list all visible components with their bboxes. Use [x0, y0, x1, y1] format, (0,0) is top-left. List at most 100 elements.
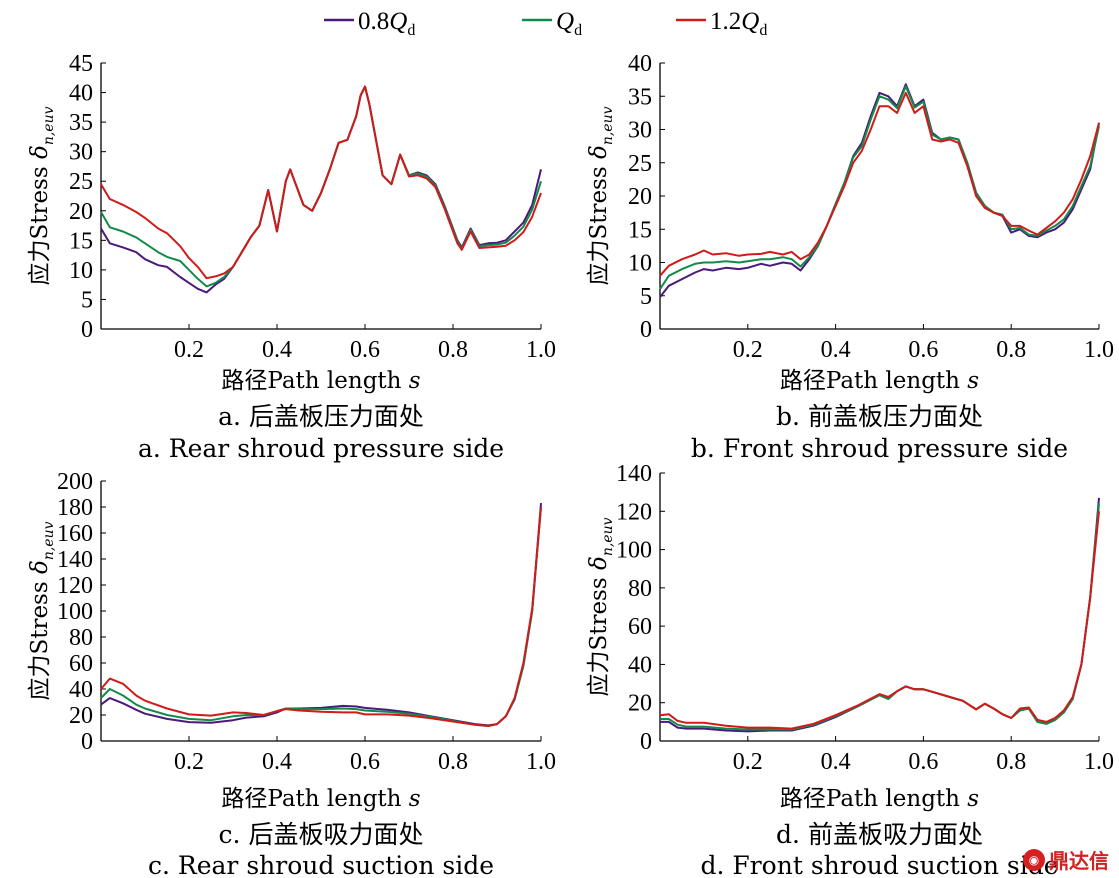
y-tick-label: 5	[640, 284, 652, 310]
x-tick-label: 0.8	[996, 749, 1026, 775]
y-axis-label-cn: 应力	[27, 655, 53, 701]
x-tick-label: 0.2	[733, 337, 763, 363]
x-tick-label: 0.4	[262, 749, 292, 775]
legend: 0.8Qd Qd 1.2Qd	[324, 8, 767, 39]
legend-label-prefix: 1.2	[710, 8, 741, 35]
y-tick-label: 30	[628, 118, 652, 144]
legend-label-prefix: 0.8	[358, 8, 389, 35]
y-axis-label-var: δ	[586, 145, 612, 159]
y-tick-label: 140	[616, 461, 652, 487]
x-tick-label: 0.6	[908, 337, 938, 363]
y-tick-label: 200	[57, 469, 93, 495]
caption-cn: b. 前盖板压力面处	[776, 402, 983, 431]
y-tick-label: 80	[628, 576, 652, 602]
series-line-Qd	[659, 85, 1100, 290]
legend-item-1: Qd	[522, 8, 582, 39]
legend-label-sub: d	[574, 22, 582, 39]
x-tick-label: 0.6	[908, 749, 938, 775]
x-axis-label-var: s	[967, 786, 979, 812]
x-axis-label-en: Path length	[826, 368, 967, 394]
y-tick-label: 120	[57, 573, 93, 599]
y-tick-label: 10	[69, 258, 93, 284]
y-axis-label: 应力Stress δn,euv	[586, 517, 616, 696]
y-tick-label: 100	[616, 538, 652, 564]
y-tick-label: 60	[628, 614, 652, 640]
y-axis-label-sub: n,euv	[41, 106, 57, 145]
y-axis-label-en: Stress	[586, 159, 612, 240]
y-tick-label: 20	[69, 199, 93, 225]
y-axis-label: 应力Stress δn,euv	[586, 106, 616, 285]
x-axis-label-en: Path length	[267, 368, 408, 394]
x-axis-label-var: s	[409, 368, 421, 394]
series-line-Qd	[100, 85, 542, 288]
legend-label-0: 0.8Qd	[358, 8, 415, 39]
y-tick-label: 120	[616, 499, 652, 525]
y-tick-label: 25	[69, 169, 93, 195]
x-tick-label: 0.4	[262, 337, 292, 363]
x-axis-label: 路径Path length s	[221, 368, 420, 394]
chart-panel-a: 0 5 10 15 20 25 30 35 40 45 0.2 0.4 0.6 0.8 1.0 路径Path …	[27, 51, 556, 463]
x-tick-label: 0.2	[733, 749, 763, 775]
series-line-0.8Qd	[659, 83, 1100, 298]
x-tick-label: 0.2	[174, 749, 204, 775]
y-axis-label-cn: 应力	[586, 651, 612, 697]
y-tick-label: 25	[628, 151, 652, 177]
y-tick-label: 10	[628, 251, 652, 277]
legend-label-sub: d	[759, 22, 767, 39]
x-tick-label: 1.0	[526, 749, 556, 775]
y-tick-label: 180	[57, 495, 93, 521]
series-line-Qd	[100, 506, 542, 727]
y-tick-label: 35	[69, 110, 93, 136]
x-axis-label: 路径Path length s	[780, 786, 979, 812]
series-line-0.8Qd	[100, 503, 542, 727]
legend-label-sub: d	[407, 22, 415, 39]
y-axis-label-sub: n,euv	[600, 517, 616, 556]
y-tick-label: 0	[81, 729, 93, 755]
caption-en: a. Rear shroud pressure side	[138, 434, 504, 463]
x-axis-label-cn: 路径	[221, 786, 267, 812]
y-tick-label: 20	[628, 691, 652, 717]
watermark-logo-icon: ◉	[1023, 848, 1045, 871]
y-axis-label-cn: 应力	[586, 240, 612, 286]
series-line-1.2Qd	[100, 85, 542, 280]
y-tick-label: 140	[57, 547, 93, 573]
legend-label-1: Qd	[556, 8, 582, 39]
y-axis-label-var: δ	[27, 560, 53, 574]
x-tick-label: 0.6	[350, 749, 380, 775]
y-tick-label: 20	[628, 184, 652, 210]
y-tick-label: 45	[69, 51, 93, 77]
y-tick-label: 0	[640, 317, 652, 343]
x-tick-label: 0.8	[438, 749, 468, 775]
y-axis-label: 应力Stress δn,euv	[27, 521, 57, 700]
legend-label-q: Q	[389, 8, 407, 35]
caption-en: d. Front shroud suction side	[700, 851, 1058, 878]
y-tick-label: 80	[69, 625, 93, 651]
caption-cn: a. 后盖板压力面处	[218, 402, 424, 431]
x-axis-label: 路径Path length s	[221, 786, 420, 812]
y-tick-label: 0	[640, 729, 652, 755]
y-tick-label: 0	[81, 317, 93, 343]
caption-en: c. Rear shroud suction side	[148, 851, 494, 878]
legend-item-0: 0.8Qd	[324, 8, 415, 39]
x-tick-label: 0.4	[821, 337, 851, 363]
x-axis-label-cn: 路径	[780, 368, 826, 394]
x-axis-label-cn: 路径	[221, 368, 267, 394]
y-axis-label-sub: n,euv	[41, 521, 57, 560]
x-axis-label-en: Path length	[826, 786, 967, 812]
y-tick-label: 60	[69, 651, 93, 677]
legend-label-q: Q	[556, 8, 574, 35]
y-axis-label-var: δ	[27, 145, 53, 159]
y-axis-label-var: δ	[586, 556, 612, 570]
y-tick-label: 160	[57, 521, 93, 547]
y-axis-label-en: Stress	[586, 570, 612, 651]
x-axis-label-var: s	[409, 786, 421, 812]
series-line-1.2Qd	[659, 511, 1100, 730]
y-tick-label: 35	[628, 84, 652, 110]
y-tick-label: 15	[69, 228, 93, 254]
legend-label-q: Q	[741, 8, 759, 35]
caption-cn: d. 前盖板吸力面处	[776, 820, 983, 849]
y-axis-label-en: Stress	[27, 574, 53, 655]
y-tick-label: 40	[628, 652, 652, 678]
